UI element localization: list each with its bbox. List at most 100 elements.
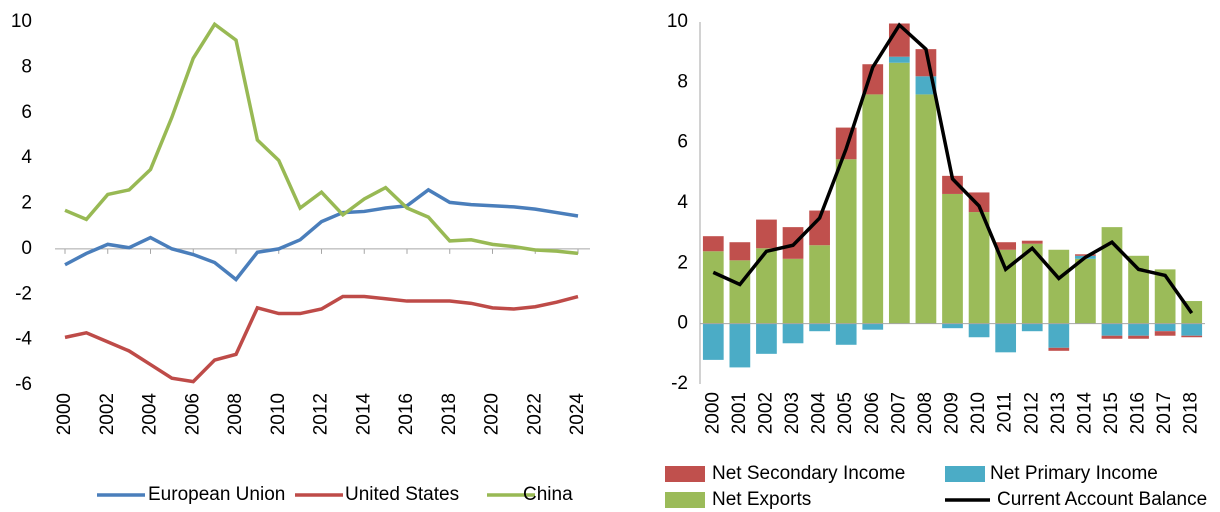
bar-segment xyxy=(1048,323,1070,348)
legend-swatch xyxy=(945,466,985,482)
bar-segment xyxy=(1154,323,1176,332)
bar-segment xyxy=(729,260,751,324)
bar-segment xyxy=(1128,255,1149,324)
x-tick-label: 2010 xyxy=(968,392,989,434)
bar-segment xyxy=(862,323,884,330)
bar-segment xyxy=(1021,323,1043,332)
bar-segment xyxy=(1021,243,1043,324)
bar-segment xyxy=(729,242,751,261)
series-line xyxy=(64,294,579,384)
x-tick-label: 2003 xyxy=(782,392,803,434)
x-tick-label: 2011 xyxy=(995,392,1016,433)
x-tick-label: 2009 xyxy=(942,392,963,434)
bar-segment xyxy=(756,323,777,354)
bar-segment xyxy=(968,323,990,338)
legend-label: Net Secondary Income xyxy=(712,463,905,484)
y-tick-label: 6 xyxy=(21,102,32,123)
x-tick-label: 2004 xyxy=(140,393,161,436)
y-tick-label: 2 xyxy=(21,193,32,214)
bar-segment xyxy=(1075,258,1096,324)
bar-segment xyxy=(942,193,963,324)
bar-segment xyxy=(809,210,830,246)
bar-segment xyxy=(888,56,910,63)
bar-segment xyxy=(782,323,804,344)
bar-segment xyxy=(782,258,804,324)
x-tick-label: 2014 xyxy=(1074,392,1095,435)
x-tick-label: 2006 xyxy=(862,392,883,434)
bar-segment xyxy=(1101,227,1123,324)
bar-segment xyxy=(756,219,777,249)
bar-segment xyxy=(835,159,857,324)
legend-label: China xyxy=(523,484,573,505)
bar-segment xyxy=(1075,254,1096,256)
bar-segment xyxy=(809,245,830,324)
x-tick-label: 2000 xyxy=(702,392,723,434)
x-tick-label: 2015 xyxy=(1101,392,1122,434)
legend-label: Current Account Balance xyxy=(997,489,1207,510)
y-tick-label: 4 xyxy=(21,147,32,168)
bar-segment xyxy=(1048,249,1070,324)
x-tick-label: 2007 xyxy=(888,392,909,434)
bar-segment xyxy=(968,192,990,213)
legend-label: European Union xyxy=(148,484,285,505)
x-tick-label: 2006 xyxy=(182,393,203,435)
x-tick-label: 2005 xyxy=(835,392,856,434)
bar-segment xyxy=(835,323,857,345)
x-tick-label: 2001 xyxy=(729,392,750,434)
legend-label: Net Primary Income xyxy=(990,463,1158,484)
x-tick-label: 2012 xyxy=(1021,392,1042,434)
x-tick-label: 2024 xyxy=(567,393,588,436)
x-tick-label: 2000 xyxy=(54,393,75,435)
y-tick-label: 8 xyxy=(677,71,688,92)
x-tick-label: 2017 xyxy=(1154,392,1175,434)
x-tick-label: 2002 xyxy=(755,392,776,434)
x-tick-label: 2020 xyxy=(482,393,503,435)
bar-segment xyxy=(995,323,1017,353)
y-tick-label: 10 xyxy=(11,11,32,32)
bar-segment xyxy=(702,323,724,360)
y-tick-label: 10 xyxy=(667,11,688,32)
bar-segment xyxy=(756,248,777,324)
bar-segment xyxy=(995,249,1017,324)
bar-segment xyxy=(862,94,884,324)
x-tick-label: 2022 xyxy=(524,393,545,435)
legend-swatch xyxy=(665,492,705,508)
bar-segment xyxy=(888,62,910,324)
y-tick-label: 0 xyxy=(21,238,32,259)
legend-label: United States xyxy=(345,484,459,505)
bar-segment xyxy=(1101,335,1123,339)
bar-segment xyxy=(1154,331,1176,336)
y-tick-label: -2 xyxy=(671,373,688,394)
bar-segment xyxy=(809,323,830,332)
x-tick-label: 2004 xyxy=(809,392,830,435)
x-tick-label: 2012 xyxy=(311,393,332,435)
x-tick-label: 2002 xyxy=(97,393,118,435)
x-tick-label: 2008 xyxy=(915,392,936,434)
bar-segment xyxy=(995,242,1017,250)
series-line xyxy=(64,187,579,282)
x-tick-label: 2016 xyxy=(1128,392,1149,434)
y-tick-label: -2 xyxy=(15,283,32,304)
y-tick-label: 2 xyxy=(677,252,688,273)
bar-segment xyxy=(968,212,990,324)
x-tick-label: 2014 xyxy=(353,393,374,436)
bar-segment xyxy=(942,175,963,194)
bar-segment xyxy=(1128,323,1149,336)
bar-segment xyxy=(1181,323,1203,336)
y-tick-label: -6 xyxy=(15,374,32,395)
bar-segment xyxy=(942,323,963,329)
bar-segment xyxy=(1101,323,1123,336)
series-line xyxy=(712,22,1194,315)
bar-segment xyxy=(702,251,724,324)
x-tick-label: 2008 xyxy=(225,393,246,435)
bar-segment xyxy=(1048,347,1070,351)
bar-segment xyxy=(1128,335,1149,339)
y-tick-label: 0 xyxy=(677,313,688,334)
y-tick-label: -4 xyxy=(15,329,32,350)
bar-segment xyxy=(1021,240,1043,244)
y-tick-label: 6 xyxy=(677,132,688,153)
series-line xyxy=(64,21,579,256)
bar-segment xyxy=(702,236,724,252)
bar-segment xyxy=(915,94,937,324)
